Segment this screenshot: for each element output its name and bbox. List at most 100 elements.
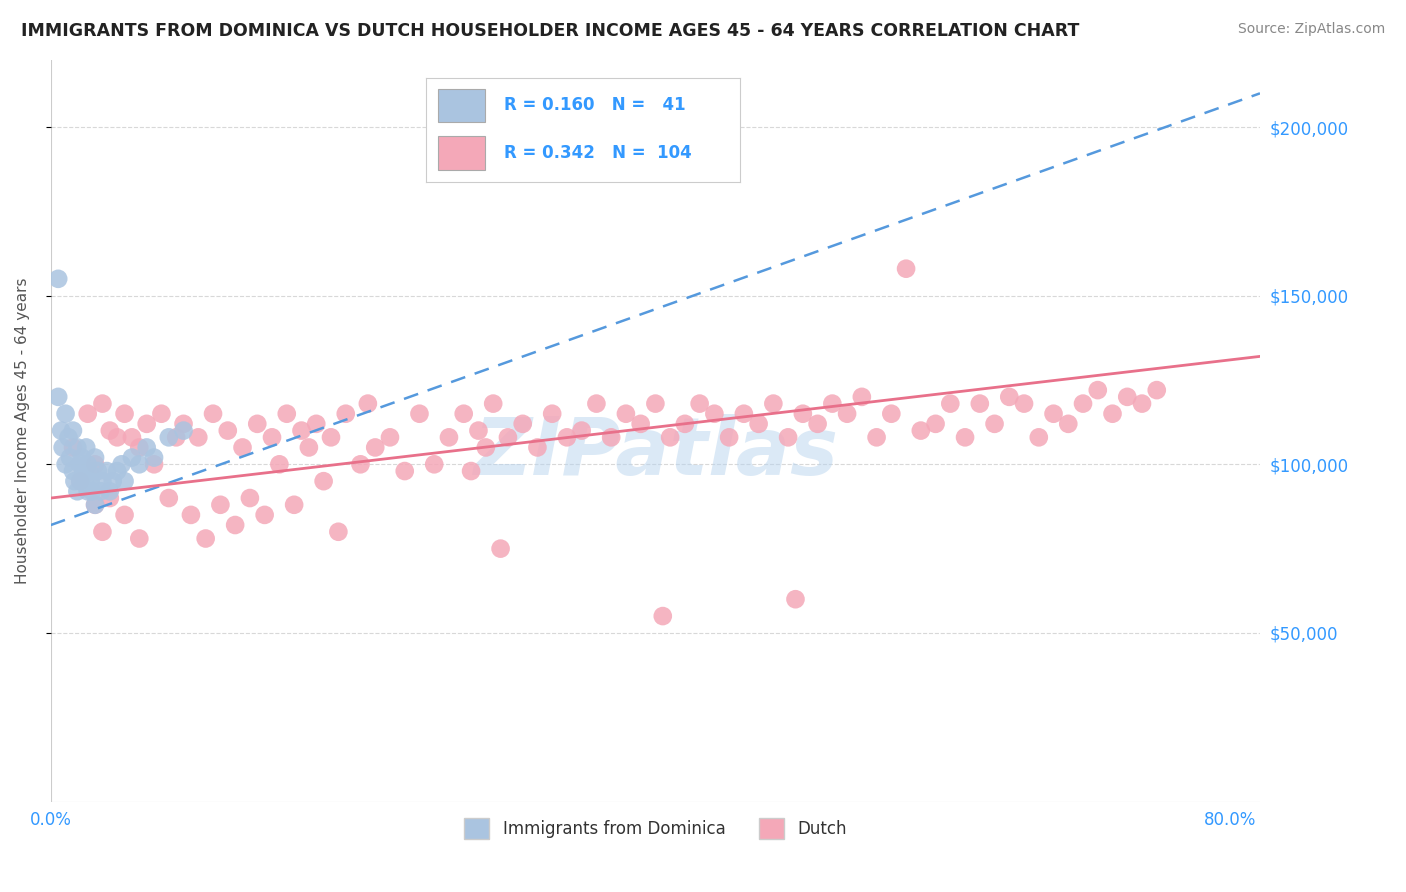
Point <box>114 407 136 421</box>
Point <box>76 458 98 472</box>
Point <box>69 474 91 488</box>
Point <box>1101 407 1123 421</box>
Point <box>821 396 844 410</box>
Point <box>66 484 89 499</box>
Point <box>128 532 150 546</box>
Point <box>91 524 114 539</box>
Point <box>101 474 124 488</box>
Point <box>460 464 482 478</box>
Point <box>571 424 593 438</box>
Point <box>128 441 150 455</box>
Point <box>1146 383 1168 397</box>
Point <box>231 441 253 455</box>
Point <box>79 474 101 488</box>
Point <box>114 474 136 488</box>
Point <box>703 407 725 421</box>
Point <box>939 396 962 410</box>
Point <box>983 417 1005 431</box>
Point <box>290 424 312 438</box>
Point <box>630 417 652 431</box>
Point <box>689 396 711 410</box>
Point <box>180 508 202 522</box>
Point <box>283 498 305 512</box>
Point <box>835 407 858 421</box>
Point <box>150 407 173 421</box>
Legend: Immigrants from Dominica, Dutch: Immigrants from Dominica, Dutch <box>457 812 853 846</box>
Point <box>335 407 357 421</box>
Point <box>66 441 89 455</box>
Point <box>62 464 84 478</box>
Point <box>260 430 283 444</box>
Point <box>733 407 755 421</box>
Point <box>98 424 121 438</box>
Point <box>614 407 637 421</box>
Point <box>364 441 387 455</box>
Point <box>880 407 903 421</box>
Point <box>96 464 118 478</box>
Point <box>52 441 75 455</box>
Point <box>105 464 128 478</box>
Point <box>1087 383 1109 397</box>
Text: IMMIGRANTS FROM DOMINICA VS DUTCH HOUSEHOLDER INCOME AGES 45 - 64 YEARS CORRELAT: IMMIGRANTS FROM DOMINICA VS DUTCH HOUSEH… <box>21 22 1080 40</box>
Point <box>807 417 830 431</box>
Point <box>792 407 814 421</box>
Point <box>75 441 97 455</box>
Point <box>489 541 512 556</box>
Point <box>651 609 673 624</box>
Point <box>394 464 416 478</box>
Point <box>72 464 94 478</box>
Point <box>924 417 946 431</box>
Point <box>865 430 887 444</box>
Point <box>76 407 98 421</box>
Point <box>585 396 607 410</box>
Point <box>84 450 107 465</box>
Point <box>173 424 195 438</box>
Point <box>121 450 143 465</box>
Y-axis label: Householder Income Ages 45 - 64 years: Householder Income Ages 45 - 64 years <box>15 277 30 584</box>
Point <box>217 424 239 438</box>
Point <box>98 484 121 499</box>
Point <box>69 458 91 472</box>
Point <box>82 484 104 499</box>
Point <box>70 450 93 465</box>
Point <box>110 458 132 472</box>
Point <box>114 508 136 522</box>
Point <box>659 430 682 444</box>
Point <box>76 484 98 499</box>
Point <box>1130 396 1153 410</box>
Point <box>1028 430 1050 444</box>
Point <box>298 441 321 455</box>
Point <box>121 430 143 444</box>
Point <box>58 430 80 444</box>
Point <box>63 474 86 488</box>
Point <box>673 417 696 431</box>
Point <box>105 430 128 444</box>
Point <box>600 430 623 444</box>
Point <box>87 464 110 478</box>
Point <box>778 430 800 444</box>
Point <box>239 491 262 505</box>
Point <box>762 396 785 410</box>
Point <box>90 484 112 499</box>
Point <box>187 430 209 444</box>
Point <box>319 430 342 444</box>
Point <box>644 396 666 410</box>
Point <box>253 508 276 522</box>
Point <box>202 407 225 421</box>
Point <box>173 417 195 431</box>
Point <box>851 390 873 404</box>
Point <box>224 518 246 533</box>
Point <box>157 430 180 444</box>
Point <box>62 441 84 455</box>
Point <box>84 458 107 472</box>
Point <box>91 396 114 410</box>
Point <box>276 407 298 421</box>
Point <box>475 441 498 455</box>
Point <box>194 532 217 546</box>
Point <box>55 458 77 472</box>
Point <box>73 474 96 488</box>
Point <box>785 592 807 607</box>
Point <box>246 417 269 431</box>
Point <box>953 430 976 444</box>
Point <box>84 498 107 512</box>
